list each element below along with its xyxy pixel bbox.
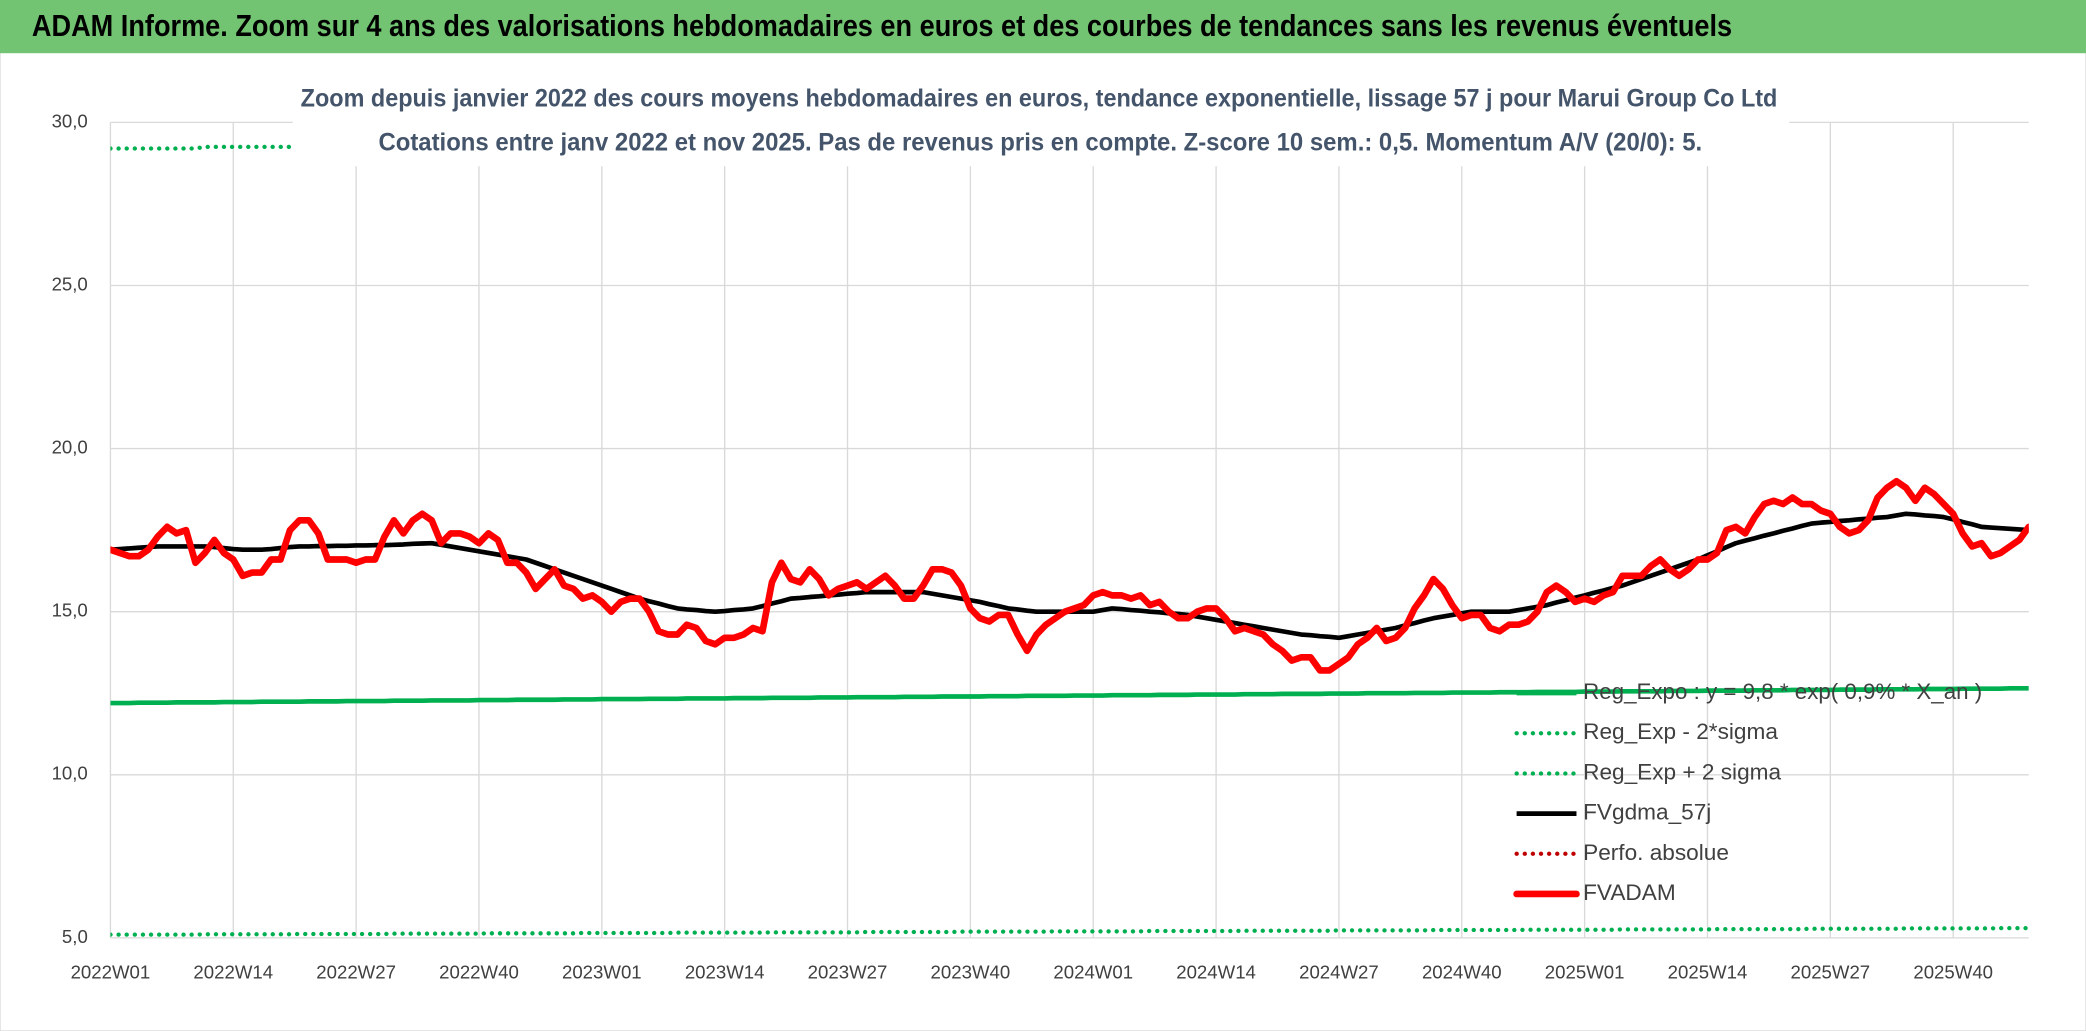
- legend-label: Reg_Exp + 2 sigma: [1583, 759, 1781, 784]
- title-box: [292, 75, 1790, 167]
- plot-lines: [110, 122, 2029, 937]
- y-tick-label: 10,0: [52, 763, 88, 784]
- x-tick-label: 2023W01: [562, 962, 642, 983]
- grid: 5,0 10,0 15,0 20,0 25,0 30,0 2022W01 2022W14 202…: [52, 110, 2029, 983]
- x-tick-label: 2022W27: [316, 962, 396, 983]
- legend-label: Perfo. absolue: [1583, 840, 1729, 865]
- x-tick-label: 2024W01: [1053, 962, 1133, 983]
- series-line: [110, 925, 2029, 937]
- x-tick-label: 2025W14: [1668, 962, 1748, 983]
- y-tick-label: 15,0: [52, 600, 88, 621]
- series-line: [110, 686, 2029, 706]
- y-tick-label: 30,0: [52, 110, 88, 131]
- x-tick-label: 2023W40: [931, 962, 1011, 983]
- chart-subtitle: Cotations entre janv 2022 et nov 2025. P…: [378, 128, 1702, 156]
- series-line: [110, 477, 2029, 674]
- legend-label: FVADAM: [1583, 880, 1676, 905]
- legend: Reg_Expo : y = 9,8 * exp( 0,9% * X_an ) R…: [1513, 679, 1982, 905]
- y-tick-label: 25,0: [52, 273, 88, 294]
- x-tick-label: 2022W14: [193, 962, 273, 983]
- header-title: ADAM Informe. Zoom sur 4 ans des valoris…: [32, 9, 1732, 43]
- x-tick-label: 2024W40: [1422, 962, 1502, 983]
- legend-label: FVgdma_57j: [1583, 800, 1711, 825]
- x-tick-label: 2024W14: [1176, 962, 1256, 983]
- x-tick-label: 2023W27: [808, 962, 888, 983]
- y-tick-label: 20,0: [52, 437, 88, 458]
- legend-label: Reg_Exp - 2*sigma: [1583, 719, 1778, 744]
- x-tick-label: 2022W40: [439, 962, 519, 983]
- header-bar: [0, 0, 2086, 54]
- x-tick-label: 2025W40: [1913, 962, 1993, 983]
- x-tick-label: 2024W27: [1299, 962, 1379, 983]
- x-tick-label: 2022W01: [71, 962, 151, 983]
- chart-title: Zoom depuis janvier 2022 des cours moyen…: [301, 84, 1778, 112]
- x-tick-label: 2023W14: [685, 962, 765, 983]
- y-tick-label: 5,0: [62, 926, 88, 947]
- x-tick-label: 2025W27: [1791, 962, 1871, 983]
- legend-label: Reg_Expo : y = 9,8 * exp( 0,9% * X_an ): [1583, 679, 1982, 704]
- x-tick-label: 2025W01: [1545, 962, 1625, 983]
